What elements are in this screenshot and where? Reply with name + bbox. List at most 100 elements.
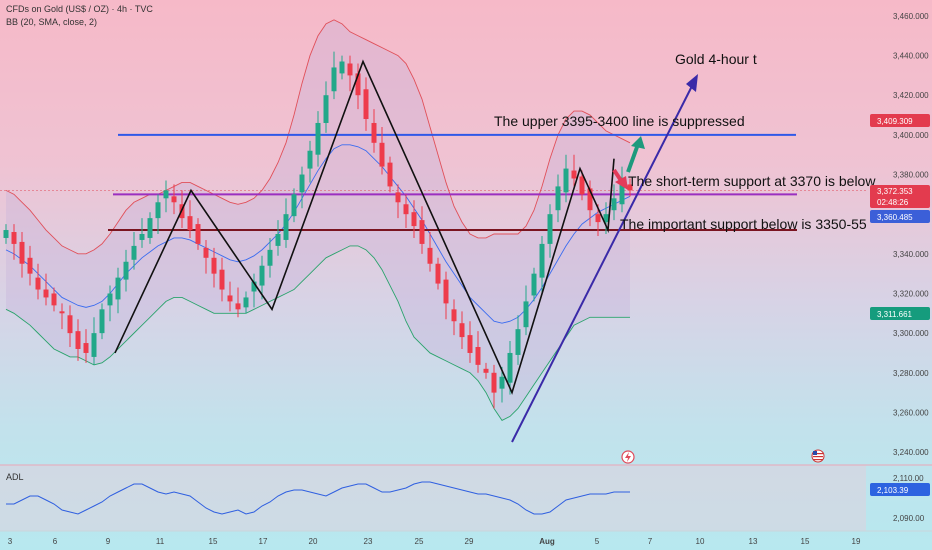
bb-upper-line: [5, 19, 631, 255]
adl-y-tick-label: 2,110.00: [893, 474, 924, 483]
candle-body: [571, 170, 577, 179]
candle: [491, 364, 497, 409]
candle: [339, 55, 345, 80]
annotation-title: Gold 4-hour t: [675, 51, 757, 67]
candle-body: [387, 162, 393, 187]
price-label-green: 3,311.661: [870, 307, 930, 320]
candle-body: [27, 257, 33, 274]
y-tick-label: 3,460.000: [893, 12, 929, 21]
candle: [291, 188, 297, 223]
candle: [123, 249, 129, 292]
candle-body: [203, 247, 209, 258]
candle-body: [507, 352, 513, 383]
candle-body: [427, 247, 433, 264]
candle: [355, 63, 361, 110]
price-label-adl: 2,103.39: [870, 483, 930, 496]
candle: [459, 311, 465, 349]
candle: [499, 366, 505, 403]
candle-body: [323, 95, 329, 123]
x-tick-label: 17: [259, 537, 268, 546]
y-tick-label: 3,280.000: [893, 369, 929, 378]
candle-body: [347, 63, 353, 76]
candle-body: [91, 333, 97, 357]
adl-pane-bg: [0, 465, 866, 531]
candle-body: [555, 186, 561, 211]
candle-body: [67, 315, 73, 334]
x-tick-label: 7: [648, 537, 653, 546]
zigzag-line: [114, 59, 615, 395]
candle: [427, 232, 433, 272]
candle-body: [419, 220, 425, 244]
candle: [59, 303, 65, 330]
svg-text:02:48:26: 02:48:26: [877, 198, 909, 207]
candle: [75, 319, 81, 361]
candle-body: [579, 176, 585, 195]
candle: [299, 166, 305, 209]
candle: [347, 55, 353, 92]
candle: [435, 257, 441, 290]
candle-body: [451, 309, 457, 322]
candle-body: [275, 234, 281, 246]
candle-body: [267, 249, 273, 266]
indicator-legend: BB (20, SMA, close, 2): [6, 17, 98, 27]
candle-body: [523, 301, 529, 328]
candle: [3, 224, 9, 244]
candle: [91, 317, 97, 365]
candle-body: [603, 214, 609, 223]
candle: [411, 200, 417, 238]
x-tick-label: Aug: [539, 537, 555, 546]
candle-body: [547, 214, 553, 244]
x-tick-label: 6: [53, 537, 58, 546]
candle: [267, 237, 273, 278]
svg-text:3,360.485: 3,360.485: [877, 213, 913, 222]
svg-text:2,103.39: 2,103.39: [877, 486, 909, 495]
x-tick-label: 15: [801, 537, 810, 546]
candle-body: [211, 257, 217, 274]
candle-body: [379, 142, 385, 167]
adl-y-tick-label: 2,090.00: [893, 514, 925, 523]
candle-body: [355, 73, 361, 96]
candle: [51, 287, 57, 312]
candle: [627, 178, 633, 197]
chart-symbol-title: CFDs on Gold (US$ / OZ) · 4h · TVC: [6, 4, 153, 14]
candle-body: [563, 168, 569, 193]
candle: [235, 287, 241, 318]
candle-body: [147, 218, 153, 238]
x-tick-label: 9: [106, 537, 111, 546]
candle-body: [539, 243, 545, 278]
candle-body: [491, 372, 497, 393]
candle-body: [435, 263, 441, 284]
candle-body: [107, 293, 113, 306]
candle-body: [459, 323, 465, 338]
candle: [403, 194, 409, 229]
candle-body: [123, 261, 129, 280]
candle-body: [483, 368, 489, 373]
trend-line: [511, 85, 693, 443]
y-tick-label: 3,260.000: [893, 408, 929, 417]
candle: [83, 329, 89, 363]
candle-body: [595, 214, 601, 223]
candle-body: [139, 234, 145, 240]
candle: [483, 362, 489, 379]
candle: [587, 180, 593, 227]
y-tick-label: 3,400.000: [893, 131, 929, 140]
candle-body: [299, 174, 305, 193]
candle-body: [99, 309, 105, 334]
candle: [187, 200, 193, 238]
candle: [619, 166, 625, 213]
candle-body: [243, 297, 249, 308]
candle-body: [187, 216, 193, 231]
candle: [107, 285, 113, 322]
svg-text:3,311.661: 3,311.661: [877, 310, 913, 319]
candle: [555, 174, 561, 223]
svg-text:3,372.353: 3,372.353: [877, 187, 913, 196]
green-up-arrow: [626, 136, 645, 173]
bb-lower-line: [5, 245, 630, 421]
candle: [371, 109, 377, 153]
annotation-upper: The upper 3395-3400 line is suppressed: [494, 113, 745, 129]
candle: [563, 154, 569, 203]
x-tick-label: 23: [364, 537, 373, 546]
candle-body: [171, 196, 177, 203]
candle-body: [475, 347, 481, 365]
